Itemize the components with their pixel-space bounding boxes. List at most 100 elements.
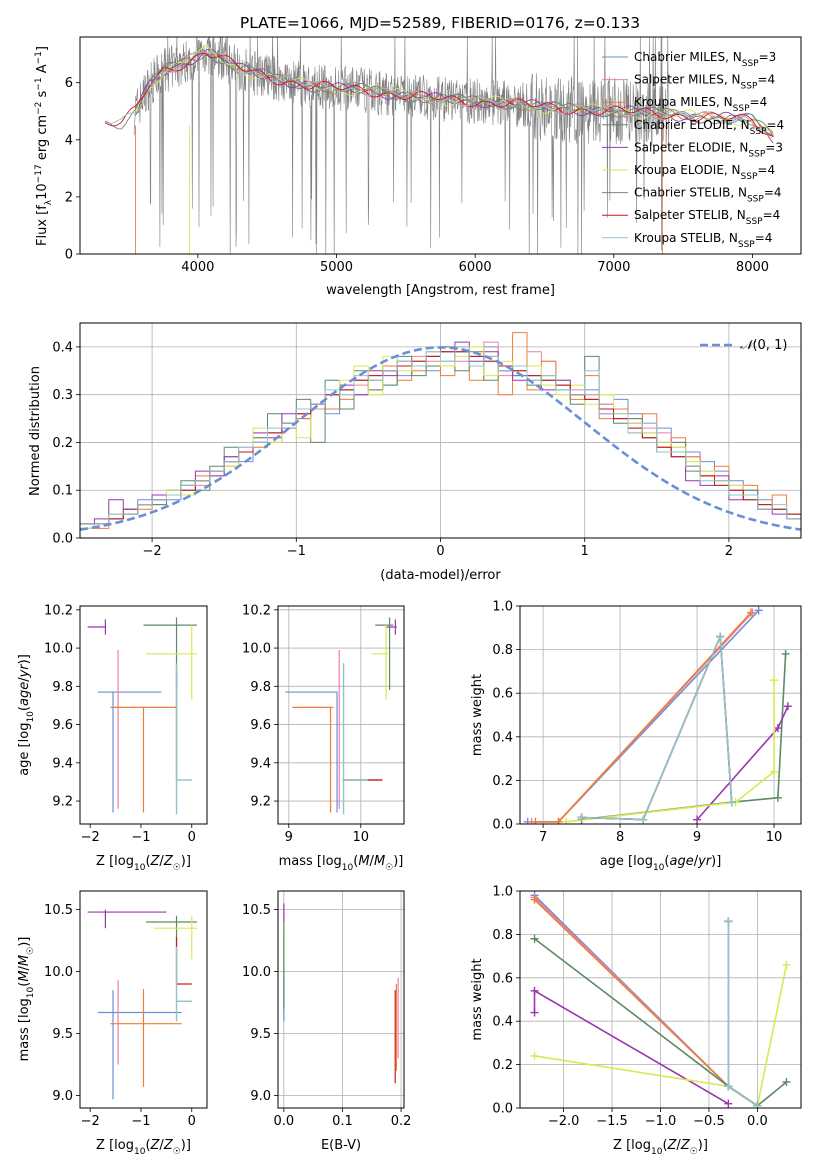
label-part: =4 <box>766 118 784 132</box>
y-tick-label: 9.8 <box>250 680 271 695</box>
weight-marker <box>530 1008 539 1017</box>
x-tick-label: 0 <box>436 544 444 559</box>
label-part: =3 <box>765 140 783 154</box>
label-part: 10 <box>342 863 354 873</box>
label-part: Z <box>150 1138 161 1153</box>
label-part: Chabrier ELODIE, N <box>634 118 750 132</box>
x-axis-label: age [log10(age/yr)] <box>600 854 722 873</box>
plot-area-mass-weight-vs-Z <box>530 891 791 1108</box>
y-tick-label: 0.0 <box>492 1102 513 1117</box>
label-part: 10 <box>134 863 146 873</box>
weight-marker <box>746 608 755 617</box>
label-part: ( <box>145 854 150 869</box>
y-tick-label: 9.4 <box>52 756 73 771</box>
label-part: SSP <box>742 59 759 69</box>
legend-label: Kroupa MILES, NSSP=4 <box>634 95 767 114</box>
weight-marker <box>753 1101 762 1108</box>
weight-marker <box>727 798 736 807</box>
label-part: SSP <box>746 217 763 227</box>
label-part: s <box>35 90 50 101</box>
plot-area-mass-weight-vs-age <box>523 606 792 824</box>
axes-mass-weight-vs-Z: −2.0 −1.5 −1.0 −0.5 0.0 0.0 0.2 0.4 0.6 0.8 1.0 Z [… <box>470 885 802 1157</box>
x-tick-label: 9 <box>693 830 701 845</box>
y-tick-label: 0.0 <box>52 532 73 547</box>
label-part: ☉ <box>690 1147 698 1157</box>
x-tick-label: 10 <box>766 830 783 845</box>
label-part: yr <box>697 854 713 869</box>
y-tick-label: 4 <box>65 133 73 148</box>
label-part: −2 <box>34 102 44 115</box>
label-part: )] <box>698 1138 708 1153</box>
axes-frame <box>277 890 405 1109</box>
plot-area-age-vs-mass <box>285 617 397 815</box>
axes-residuals: −2 −1 0 1 2 0.0 0.1 0.2 0.3 0.4 (data-model)/error… <box>28 322 802 583</box>
plot-area-mass-vs-Z <box>87 909 197 1100</box>
y-tick-label: 0.2 <box>492 774 513 789</box>
label-part: yr <box>17 663 32 679</box>
label-part: Z <box>163 854 174 869</box>
x-tick-label: −2 <box>81 1114 100 1129</box>
label-part: / <box>17 677 32 682</box>
label-part: SSP <box>741 172 758 182</box>
y-tick-label: 9.5 <box>250 1027 271 1042</box>
label-part: M <box>17 955 32 966</box>
label-part: ☉ <box>173 863 181 873</box>
x-tick-label: 8000 <box>736 260 769 275</box>
x-tick-label: 7 <box>539 830 547 845</box>
histogram-series <box>80 346 801 525</box>
y-tick-label: 0.4 <box>492 730 513 745</box>
label-part: SSP <box>738 240 755 250</box>
label-part: =4 <box>757 163 775 177</box>
y-tick-label: 0.6 <box>492 687 513 702</box>
label-part: −1 <box>34 51 44 64</box>
label-part: 10 <box>26 711 36 723</box>
label-part: Salpeter MILES, N <box>634 73 741 87</box>
label-part: )] <box>17 937 32 947</box>
x-tick-label: 1 <box>581 544 589 559</box>
label-part: ] <box>35 46 50 51</box>
plot-area-mass-vs-ebv <box>283 903 399 1084</box>
label-part: −17 <box>34 164 44 183</box>
label-part: E(B-V) <box>321 1138 361 1153</box>
label-part: / <box>370 854 375 869</box>
x-tick-label: 0 <box>188 1114 196 1129</box>
legend-label: Kroupa STELIB, NSSP=4 <box>634 231 772 250</box>
label-part: SSP <box>733 104 750 114</box>
label-part: SSP <box>748 149 765 159</box>
y-tick-label: 9.4 <box>250 756 271 771</box>
plot-area-spectrum <box>104 37 774 254</box>
x-tick-label: −0.5 <box>693 1114 725 1129</box>
label-part: )] <box>17 654 32 664</box>
axes-frame <box>519 890 802 1109</box>
x-tick-label: −1 <box>131 1114 150 1129</box>
label-part: ( <box>17 982 32 987</box>
label-part: M <box>17 970 32 981</box>
weight-marker <box>770 676 779 685</box>
y-tick-label: 9.2 <box>250 795 271 810</box>
axes-frame <box>79 890 208 1109</box>
plot-area-residuals <box>80 332 801 531</box>
label-part: )] <box>711 854 721 869</box>
y-tick-label: 9.6 <box>52 718 73 733</box>
x-tick-label: −1.5 <box>596 1114 628 1129</box>
label-part: age <box>669 854 693 869</box>
weight-marker <box>724 917 733 926</box>
x-axis-label: Z [log10(Z/Z☉)] <box>613 1138 708 1157</box>
label-part: age <box>17 682 32 706</box>
label-part: Z <box>680 1138 691 1153</box>
label-part: ☉ <box>173 1147 181 1157</box>
label-part: −1 <box>34 77 44 90</box>
label-part: Z <box>150 854 161 869</box>
x-tick-label: 9 <box>285 830 293 845</box>
axes-frame <box>79 605 208 825</box>
y-tick-label: 0.6 <box>492 971 513 986</box>
weight-marker <box>530 986 539 995</box>
weight-marker <box>577 813 586 822</box>
y-axis-label: Flux [fλ10−17 erg cm−2 s−1 A−1] <box>34 46 54 246</box>
label-part: 10 <box>651 1147 663 1157</box>
x-tick-label: 0.1 <box>332 1114 353 1129</box>
y-axis-label: mass weight <box>470 958 485 1040</box>
y-axis-label: mass weight <box>470 674 485 756</box>
